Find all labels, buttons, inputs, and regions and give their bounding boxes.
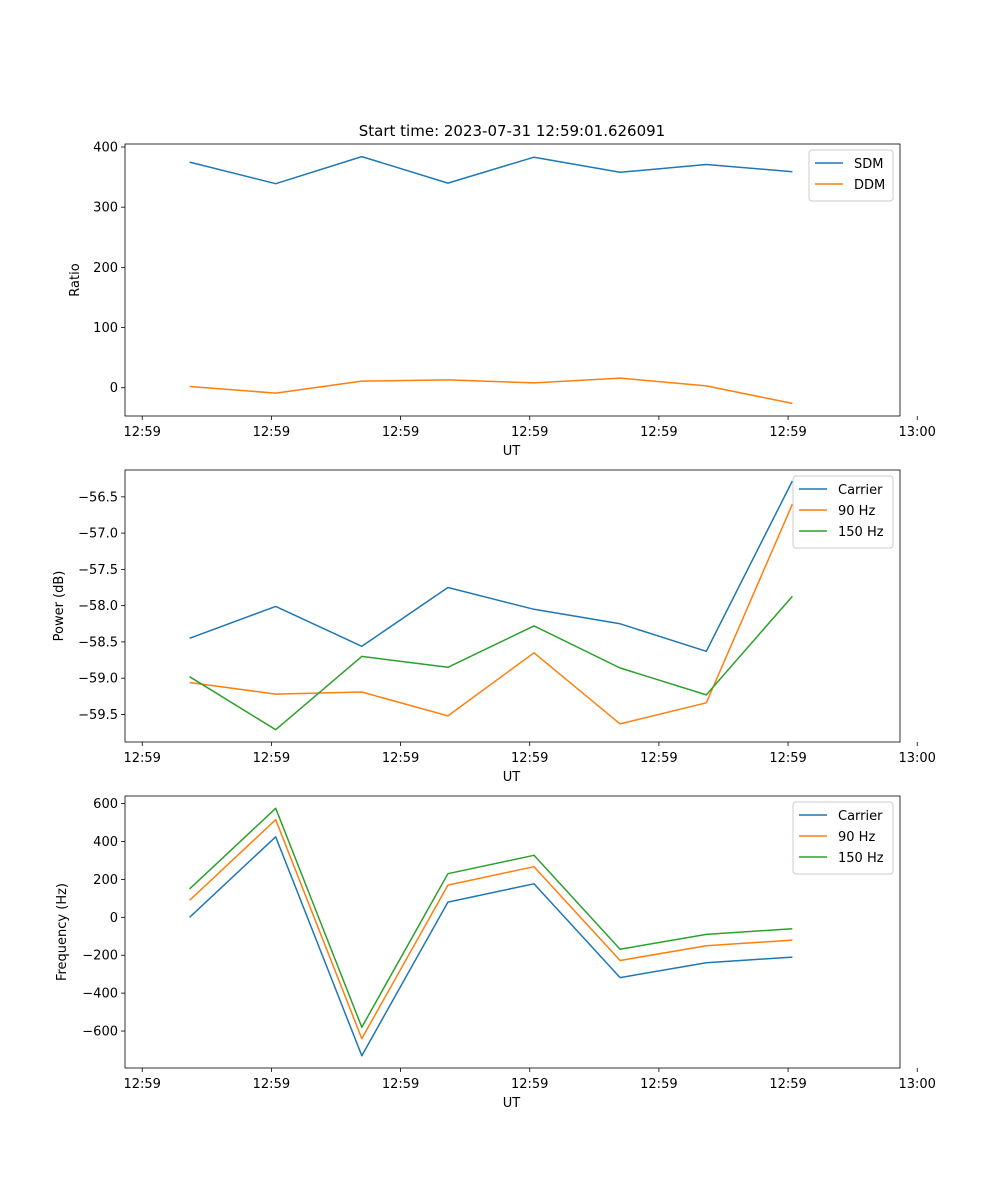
frequency-y-axis-label: Frequency (Hz) xyxy=(55,883,70,981)
power-x-tick-label: 12:59 xyxy=(253,751,290,766)
ratio-y-tick-label: 300 xyxy=(93,201,118,216)
figure-title: Start time: 2023-07-31 12:59:01.626091 xyxy=(359,122,665,140)
ratio-axes-frame xyxy=(124,143,901,417)
frequency-x-tick-label: 12:59 xyxy=(123,1077,160,1092)
frequency-y-tick-label: −400 xyxy=(82,987,118,1002)
power-series-line-carrier xyxy=(189,480,794,653)
ratio-y-tick-label: 400 xyxy=(93,141,118,156)
power-y-tick-label: −58.5 xyxy=(78,635,118,650)
frequency-x-tick-label: 12:59 xyxy=(253,1077,290,1092)
power-x-tick-label: 12:59 xyxy=(382,751,419,766)
power-y-tick-label: −57.5 xyxy=(78,563,118,578)
power-legend-label: Carrier xyxy=(838,483,883,498)
power-y-tick-label: −58.0 xyxy=(78,599,118,614)
power-series-line-150-hz xyxy=(189,595,793,731)
frequency-legend-box xyxy=(792,801,894,875)
ratio-x-axis-label: UT xyxy=(503,444,521,459)
power-series-line-90-hz xyxy=(189,503,794,725)
frequency-legend-label: 90 Hz xyxy=(838,830,875,845)
frequency-x-tick-label: 12:59 xyxy=(511,1077,548,1092)
ratio-series-line-ddm xyxy=(189,377,793,405)
frequency-series-line-carrier xyxy=(189,836,793,1057)
frequency-x-tick-label: 12:59 xyxy=(382,1077,419,1092)
power-legend-label: 150 Hz xyxy=(838,525,884,540)
power-y-axis-label: Power (dB) xyxy=(52,571,67,642)
ratio-legend-label: DDM xyxy=(854,178,885,193)
ratio-chart: 12:59 12:59 12:59 12:59 12:59 12:59 13:00 0 100 2… xyxy=(68,141,936,459)
ratio-legend-label: SDM xyxy=(854,157,883,172)
frequency-y-tick-label: −200 xyxy=(82,949,118,964)
frequency-x-tick-label: 12:59 xyxy=(640,1077,677,1092)
ratio-x-tick-label: 12:59 xyxy=(123,425,160,440)
power-y-tick-label: −59.5 xyxy=(78,708,118,723)
frequency-legend-label: 150 Hz xyxy=(838,851,884,866)
power-x-axis-label: UT xyxy=(503,770,521,785)
ratio-y-tick-label: 100 xyxy=(93,321,118,336)
frequency-y-tick-label: 0 xyxy=(110,911,118,926)
power-chart: 12:59 12:59 12:59 12:59 12:59 12:59 13:00 −59.5… xyxy=(52,469,936,785)
power-x-tick-label: 12:59 xyxy=(511,751,548,766)
power-x-tick-label: 13:00 xyxy=(898,751,935,766)
frequency-y-tick-label: 400 xyxy=(93,835,118,850)
frequency-series-line-150-hz xyxy=(189,807,793,1028)
ratio-x-tick-label: 12:59 xyxy=(382,425,419,440)
frequency-x-axis-label: UT xyxy=(503,1096,521,1111)
frequency-x-tick-label: 12:59 xyxy=(769,1077,806,1092)
frequency-y-tick-label: −600 xyxy=(82,1025,118,1040)
ratio-y-axis-label: Ratio xyxy=(68,263,83,296)
frequency-y-tick-label: 200 xyxy=(93,873,118,888)
ratio-y-tick-label: 200 xyxy=(93,261,118,276)
power-x-tick-label: 12:59 xyxy=(769,751,806,766)
frequency-series-line-90-hz xyxy=(189,818,793,1040)
power-y-tick-label: −57.0 xyxy=(78,527,118,542)
ratio-x-tick-label: 13:00 xyxy=(898,425,935,440)
power-x-tick-label: 12:59 xyxy=(640,751,677,766)
ratio-y-tick-label: 0 xyxy=(110,381,118,396)
frequency-y-tick-label: 600 xyxy=(93,797,118,812)
frequency-x-tick-label: 13:00 xyxy=(898,1077,935,1092)
power-legend-box xyxy=(792,475,894,549)
frequency-legend-label: Carrier xyxy=(838,809,883,824)
ratio-x-tick-label: 12:59 xyxy=(511,425,548,440)
power-x-tick-label: 12:59 xyxy=(123,751,160,766)
power-y-tick-label: −59.0 xyxy=(78,672,118,687)
frequency-axes-frame xyxy=(124,795,901,1069)
ratio-x-tick-label: 12:59 xyxy=(253,425,290,440)
power-y-tick-label: −56.5 xyxy=(78,490,118,505)
ratio-x-tick-label: 12:59 xyxy=(769,425,806,440)
power-legend-label: 90 Hz xyxy=(838,504,875,519)
ratio-series-line-sdm xyxy=(189,155,793,185)
ratio-x-tick-label: 12:59 xyxy=(640,425,677,440)
frequency-chart: 12:59 12:59 12:59 12:59 12:59 12:59 13:00 −600 −… xyxy=(55,795,936,1111)
